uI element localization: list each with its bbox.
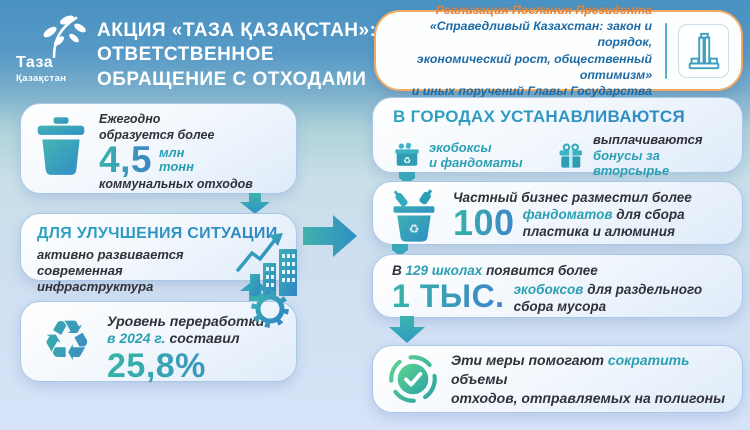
card-reverse-vending: ♻ Частный бизнес разместил более 100 фан… — [372, 181, 743, 245]
impact-text: Эти меры помогают сократить объемы отход… — [451, 351, 726, 406]
waste-line2: образуется более — [99, 127, 215, 142]
schools-detail: экобоксов для раздельного сбора мусора — [513, 282, 703, 314]
bin-with-bottles-icon: ♻ — [393, 189, 435, 242]
cities-title: В ГОРОДАХ УСТАНАВЛИВАЮТСЯ — [393, 106, 728, 128]
card-schools: В 129 школах появится более 1 ТЫС. экобо… — [372, 254, 743, 318]
page-title-line2: ОТВЕТСТВЕННОЕ — [97, 44, 275, 66]
mandate-heading: Реализация Послания Президента — [435, 2, 653, 17]
card-impact: Эти меры помогают сократить объемы отход… — [372, 345, 743, 413]
page-title-line3: ОБРАЩЕНИЕ С ОТХОДАМИ — [97, 68, 367, 90]
cities-item-ecoboxes: ♻ экобоксы и фандоматы — [393, 132, 557, 179]
waste-units: млн тонн — [158, 145, 194, 174]
svg-text:♻: ♻ — [403, 157, 411, 167]
recycling-line2: в 2024 г. составил — [107, 330, 240, 346]
svg-text:♻: ♻ — [409, 222, 420, 236]
situation-title: ДЛЯ УЛУЧШЕНИЯ СИТУАЦИИ — [37, 224, 280, 244]
business-detail: фандоматов для сбора пластика и алюминия — [522, 207, 685, 239]
business-value: 100 — [453, 202, 515, 243]
arrow-down-connector-left — [240, 193, 270, 214]
ecobox-icon: ♻ — [395, 143, 419, 167]
business-text: Частный бизнес разместил более 100 фандо… — [453, 187, 692, 243]
stub-connector-2 — [392, 244, 408, 256]
recycle-icon: ♻ — [33, 311, 101, 377]
card-cities-header: В ГОРОДАХ УСТАНАВЛИВАЮТСЯ ♻ экобоксы и ф… — [372, 97, 743, 178]
mandate-line1: «Справедливый Казахстан: закон и порядок… — [429, 19, 653, 50]
waste-value: 4,5 — [99, 139, 152, 180]
page-title-line1: АКЦИЯ «ТАЗА ҚАЗАҚСТАН»: — [97, 20, 377, 41]
business-line1: Частный бизнес разместил более — [453, 190, 692, 205]
waste-line1: Ежегодно — [99, 112, 161, 126]
recycling-value: 25,8% — [107, 349, 264, 383]
ecoboxes-label: экобоксы и фандоматы — [429, 139, 523, 171]
trash-bin-icon — [37, 117, 85, 175]
mandate-text: Реализация Послания Президента «Справедл… — [392, 2, 652, 99]
cities-item-bonuses: выплачиваются бонусы за вторсырье — [557, 132, 728, 179]
arrow-right-main — [303, 215, 357, 257]
card-annual-waste: Ежегодно образуется более 4,5 млн тонн к… — [20, 103, 297, 194]
page-title: АКЦИЯ «ТАЗА ҚАЗАҚСТАН»: ОТВЕТСТВЕННОЕ ОБ… — [97, 19, 376, 92]
situation-subtitle: активно развивается современная инфрастр… — [37, 247, 184, 294]
gift-icon — [560, 143, 583, 168]
logo-text-line1: Таза — [16, 54, 54, 71]
check-circle-icon — [389, 355, 437, 403]
mandate-line2: экономический рост, общественный оптимиз… — [416, 51, 653, 82]
monument-building-icon — [688, 32, 719, 69]
bonuses-label: выплачиваются бонусы за вторсырье — [593, 132, 703, 178]
annual-waste-text: Ежегодно образуется более 4,5 млн тонн к… — [99, 112, 253, 191]
card-infrastructure: ДЛЯ УЛУЧШЕНИЯ СИТУАЦИИ активно развивает… — [20, 213, 297, 294]
schools-value: 1 ТЫС. — [392, 278, 505, 314]
arrow-down-connector-right — [389, 316, 425, 343]
president-mandate-banner: Реализация Послания Президента «Справедл… — [374, 3, 743, 98]
schools-line1: В 129 школах появится более — [392, 263, 598, 278]
mandate-line3: и иных поручений Главы Государства — [411, 83, 653, 98]
plant-sprout-icon — [43, 15, 86, 58]
waste-line3: коммунальных отходов — [99, 177, 253, 191]
recycling-text: Уровень переработки в 2024 г. составил 2… — [107, 308, 265, 383]
card-recycling-rate: ♻ Уровень переработки в 2024 г. составил… — [20, 301, 297, 383]
government-emblem-frame — [678, 23, 730, 78]
vertical-divider — [665, 22, 668, 79]
taza-qazaqstan-logo: Таза Қазақстан — [14, 10, 100, 92]
recycling-line1: Уровень переработки — [107, 313, 265, 329]
logo-text-line2: Қазақстан — [16, 73, 67, 84]
city-growth-gear-icon — [236, 233, 297, 328]
